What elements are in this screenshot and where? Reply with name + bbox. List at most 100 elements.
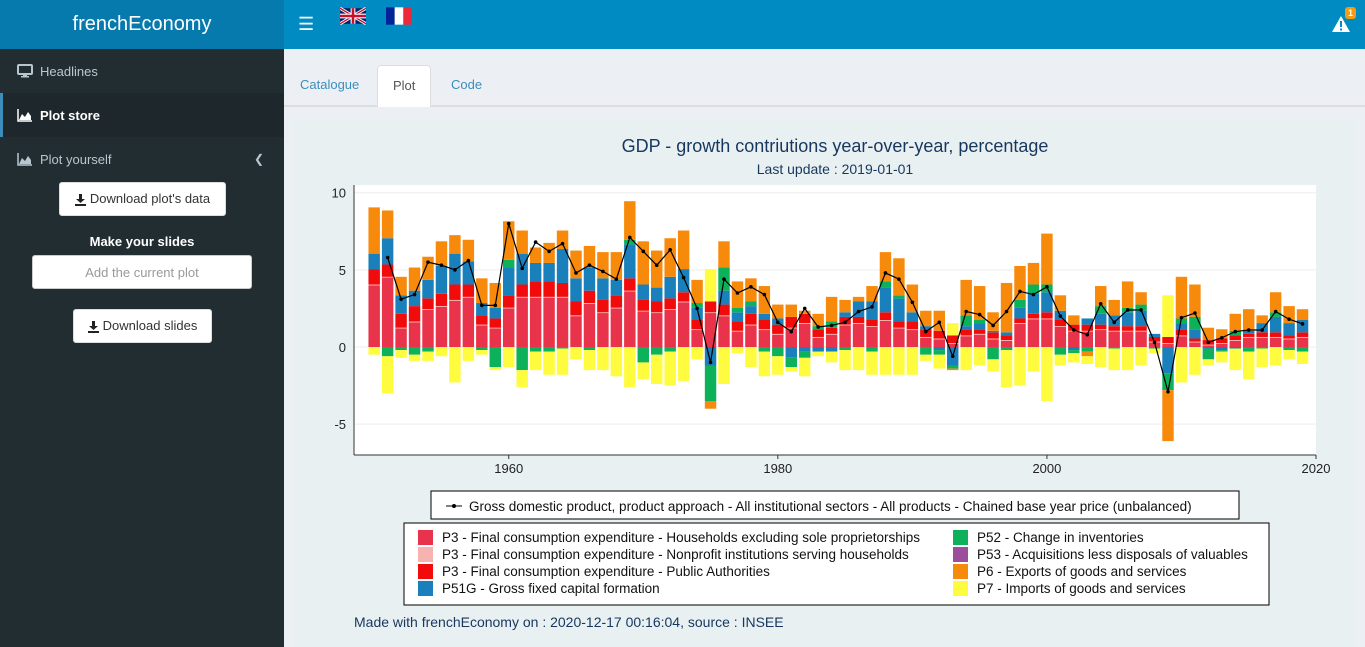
bar-segment (1202, 348, 1215, 360)
bar-segment (381, 277, 394, 347)
bar-segment (1189, 341, 1201, 343)
gdp-point (1179, 315, 1184, 320)
bar-segment (960, 326, 972, 330)
bar-segment (1135, 331, 1147, 347)
sidebar-item-plot-yourself[interactable]: Plot yourself ❮ (0, 137, 284, 181)
gdp-point (856, 309, 861, 314)
chevron-left-icon[interactable]: ❮ (253, 152, 264, 166)
tab-code[interactable]: Code (451, 77, 483, 92)
bar-segment (624, 347, 636, 388)
bar-segment (597, 313, 609, 347)
bar-segment (1202, 359, 1215, 366)
bar-segment (745, 278, 757, 302)
app-title[interactable]: frenchEconomy (0, 0, 284, 49)
bar-segment (879, 320, 892, 321)
warning-icon[interactable] (1331, 14, 1351, 34)
gdp-point (1260, 328, 1264, 332)
bar-segment (1162, 295, 1174, 337)
bar-segment (1229, 313, 1241, 331)
bar-segment (1041, 347, 1053, 401)
bar-segment (1216, 350, 1228, 352)
bar-segment (624, 201, 636, 240)
download-plot-data-button[interactable]: Download plot's data (58, 182, 226, 216)
bar-segment (489, 347, 501, 368)
bar-segment (368, 284, 380, 286)
bar-segment (1108, 347, 1120, 349)
chart-title: GDP - growth contriutions year-over-year… (622, 136, 1049, 156)
bar-segment (1175, 336, 1188, 347)
bar-segment (1014, 347, 1026, 386)
bar-segment (772, 324, 784, 334)
gdp-point (1246, 328, 1251, 332)
bar-segment (1148, 347, 1161, 349)
bar-segment (529, 351, 542, 371)
bar-segment (1162, 390, 1174, 442)
bar-segment (1148, 342, 1161, 347)
bar-segment (745, 306, 757, 314)
top-navbar: ☰ 1 (284, 0, 1365, 49)
hamburger-menu-icon[interactable]: ☰ (298, 14, 315, 34)
sidebar-item-plot-store[interactable]: Plot store (0, 93, 284, 137)
bar-segment (879, 281, 892, 288)
bar-segment (1095, 329, 1107, 331)
bar-segment (1229, 348, 1241, 371)
bar-segment (1243, 330, 1255, 334)
bar-segment (1256, 315, 1268, 324)
bar-segment (839, 325, 851, 347)
gdp-point (883, 271, 888, 275)
bar-segment (677, 292, 690, 302)
gdp-point (1098, 302, 1103, 306)
bar-segment (1000, 282, 1013, 333)
gdp-point (547, 249, 551, 254)
gdp-contributions-chart: GDP - growth contriutions year-over-year… (332, 136, 1331, 630)
bar-segment (866, 301, 878, 320)
bar-segment (570, 250, 582, 279)
bar-segment (1243, 337, 1255, 347)
bar-segment (1108, 330, 1120, 332)
bar-segment (1000, 332, 1013, 336)
bar-segment (973, 329, 986, 334)
france-flag-icon[interactable] (386, 7, 412, 25)
bar-segment (785, 367, 797, 372)
bar-segment (745, 347, 757, 368)
bar-segment (933, 347, 945, 351)
download-slides-button[interactable]: Download slides (72, 309, 212, 343)
bar-segment (1189, 347, 1201, 375)
gdp-point (1206, 340, 1211, 345)
bar-segment (543, 296, 555, 298)
bar-segment (1269, 332, 1282, 337)
gdp-point (466, 258, 471, 263)
x-tick-label: 1960 (494, 461, 523, 476)
tab-catalogue[interactable]: Catalogue (300, 77, 360, 92)
chart-subtitle: Last update : 2019-01-01 (757, 161, 914, 177)
bar-segment (570, 301, 582, 316)
sidebar-item-headlines[interactable]: Headlines (0, 49, 284, 93)
bar-segment (825, 327, 838, 334)
bar-segment (408, 306, 421, 322)
bar-segment (745, 313, 757, 325)
gdp-point (628, 235, 632, 240)
bar-segment (1041, 233, 1053, 285)
gdp-point (1300, 322, 1305, 326)
legend-label: P3 - Final consumption expenditure - Pub… (442, 564, 770, 579)
bar-segment (933, 339, 945, 347)
bar-segment (610, 279, 623, 296)
bar-segment (435, 306, 448, 307)
bar-segment (1121, 331, 1134, 347)
bar-segment (866, 286, 878, 302)
bar-segment (745, 301, 757, 307)
bar-segment (839, 312, 851, 317)
tab-plot[interactable]: Plot (377, 65, 432, 107)
bar-segment (1189, 284, 1201, 317)
bar-segment (812, 313, 824, 327)
bar-segment (583, 303, 596, 347)
bar-segment (1243, 336, 1255, 338)
add-current-plot-input[interactable] (32, 255, 252, 289)
gdp-point (533, 240, 538, 244)
bar-segment (1095, 306, 1107, 314)
bar-segment (476, 325, 488, 347)
bar-segment (947, 343, 959, 347)
bar-segment (637, 347, 649, 363)
uk-flag-icon[interactable] (340, 7, 366, 25)
bar-segment (624, 244, 636, 279)
